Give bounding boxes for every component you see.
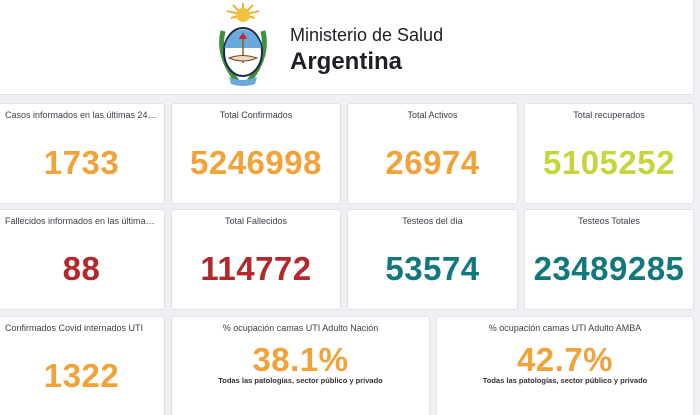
card-value: 1733 [43,144,120,181]
coat-of-arms-logo [219,3,267,86]
card-tests-today: Testeos del día 53574 [347,209,518,310]
card-title: Total Confirmados [219,110,293,120]
header-banner: Ministerio de Salud Argentina [0,0,694,95]
card-cases-24h: Casos informados en las últimas 24 horas… [0,103,165,204]
ministry-name: Ministerio de Salud [290,25,444,45]
card-title: Total Fallecidos [224,216,288,226]
card-total-active: Total Activos 26974 [347,103,518,204]
card-title: Confirmados Covid internados UTI [5,323,144,333]
card-note: Todas las patologías, sector público y p… [482,376,648,385]
card-total-confirmed: Total Confirmados 5246998 [171,103,341,204]
card-total-recovered: Total recuperados 5105252 [524,103,694,204]
card-value: 26974 [385,144,480,181]
card-value: 53574 [385,250,480,287]
card-icu-covid: Confirmados Covid internados UTI 1322 [0,316,165,415]
card-title: % ocupación camas UTI Adulto Nación [222,323,379,333]
card-title: Testeos del día [402,216,463,226]
card-value: 38.1% [252,341,349,378]
card-total-tests: Testeos Totales 23489285 [524,209,694,310]
card-value: 88 [62,250,101,287]
card-total-deaths: Total Fallecidos 114772 [171,209,341,310]
country-name: Argentina [290,48,403,75]
card-title: Testeos Totales [578,216,640,226]
card-deaths-24h: Fallecidos informados en las últimas 24 … [0,209,165,310]
card-value: 1322 [43,357,120,394]
card-title: Total recuperados [573,110,645,120]
card-value: 5105252 [543,144,675,181]
card-value: 114772 [200,250,312,287]
card-value: 42.7% [516,341,614,378]
card-icu-occupancy-amba: % ocupación camas UTI Adulto AMBA 42.7% … [436,316,694,415]
card-note: Todas las patologías, sector público y p… [218,376,383,385]
card-value: 23489285 [533,250,685,287]
card-title: Total Activos [407,110,458,120]
card-title: Fallecidos informados en las últimas 24 … [5,216,158,226]
card-icu-occupancy-nation: % ocupación camas UTI Adulto Nación 38.1… [171,316,430,415]
card-title: Casos informados en las últimas 24 horas [5,110,158,120]
card-value: 5246998 [190,144,322,181]
card-title: % ocupación camas UTI Adulto AMBA [488,323,642,333]
